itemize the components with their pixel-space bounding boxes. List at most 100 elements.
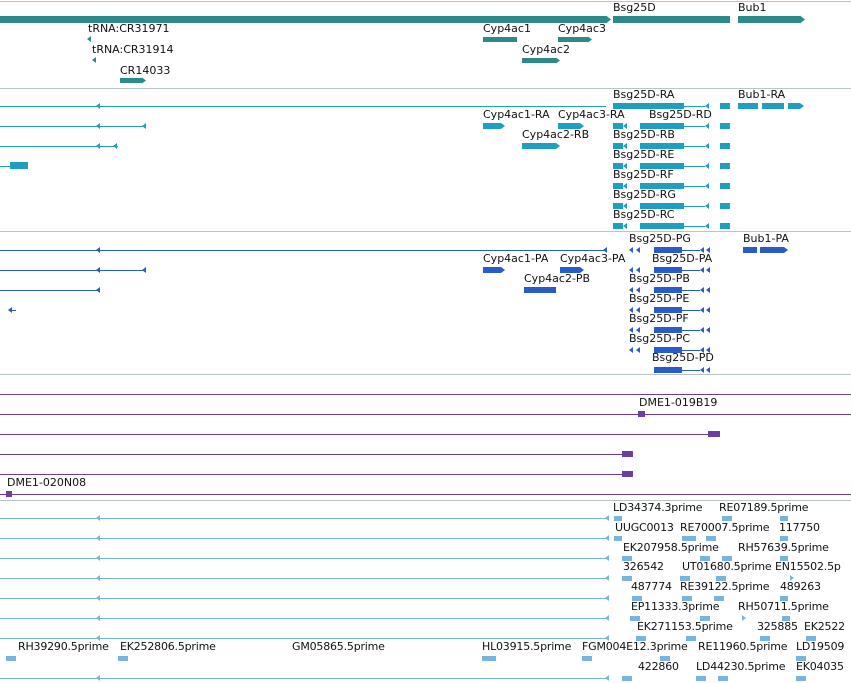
gene-arrow-trna-cr31971[interactable] — [87, 36, 91, 42]
est-row-3-mark-1[interactable] — [605, 555, 609, 561]
est-row-9-mark-4[interactable] — [718, 676, 728, 681]
transcript-bsg25d-re-arrow1[interactable] — [623, 163, 627, 169]
est-mark-hl03915[interactable] — [482, 656, 496, 661]
transcript-bsg25d-rb-exon3[interactable] — [720, 143, 730, 149]
gene-arrow-trna-cr31914[interactable] — [92, 57, 96, 63]
gene-bar-cyp4ac3[interactable] — [558, 37, 588, 42]
est-row-3-mark-5[interactable] — [780, 556, 788, 561]
protein-arrow-bsg25d-pd-1[interactable] — [700, 367, 704, 373]
protein-arrow-bub1-pa[interactable] — [784, 247, 788, 253]
protein-arrow-3[interactable] — [96, 287, 100, 293]
est-row-2-mark-3[interactable] — [682, 536, 696, 541]
est-row-1-mark-3[interactable] — [722, 516, 732, 521]
est-row-2-mark-5[interactable] — [780, 536, 788, 541]
protein-exon-cyp4ac3-pa[interactable] — [560, 267, 580, 273]
est-mark-ek252806[interactable] — [118, 656, 128, 661]
protein-bsg25d-pb-arrow4[interactable] — [706, 287, 710, 293]
transcript-bsg25d-rc-exon2[interactable] — [640, 223, 684, 229]
transcript-arrow-cyp4ac3-ra[interactable] — [580, 123, 584, 129]
est-row-1-mark-1[interactable] — [605, 515, 609, 521]
transcript-arrow-3b[interactable] — [113, 143, 117, 149]
protein-exon-bub1-pa-1[interactable] — [743, 247, 757, 253]
transcript-arrow-3a[interactable] — [96, 143, 100, 149]
est-row-6-mark-5[interactable] — [782, 616, 790, 621]
protein-bsg25d-pe-exon[interactable] — [654, 307, 682, 313]
gene-bar-cyp4ac2[interactable] — [522, 58, 556, 63]
protein-arrow-2b[interactable] — [142, 267, 146, 273]
est-row-9-mark-5[interactable] — [796, 676, 806, 681]
est-row-3-mark-2[interactable] — [622, 556, 632, 561]
transcript-arrow-2b[interactable] — [142, 123, 146, 129]
protein-bsg25d-pc-exon[interactable] — [654, 347, 682, 353]
gene-arrow-cr14033[interactable] — [142, 77, 146, 84]
est-row-5-mark-0[interactable] — [96, 595, 100, 601]
est-row-9-mark-2[interactable] — [622, 676, 632, 681]
gene-bar-cyp4ac1[interactable] — [483, 37, 517, 42]
protein-bsg25d-pf-exon[interactable] — [654, 327, 682, 333]
transcript-bsg25d-rf-arrow2[interactable] — [705, 183, 709, 189]
protein-exon-cyp4ac1-pa[interactable] — [483, 267, 501, 273]
est-row-9-mark-1[interactable] — [605, 675, 609, 681]
transcript-bsg25d-re-arrow2[interactable] — [705, 163, 709, 169]
transcript-arrow-bsg25d-ra[interactable] — [96, 103, 100, 109]
est-row-3-mark-0[interactable] — [96, 555, 100, 561]
est-row-4-mark-1[interactable] — [605, 575, 609, 581]
est-row-1-mark-0[interactable] — [96, 515, 100, 521]
transcript-bsg25d-rc-exon1[interactable] — [613, 223, 623, 229]
protein-bsg25d-pa-exon[interactable] — [654, 267, 682, 273]
transcript-bsg25d-rd-arrow2[interactable] — [705, 123, 709, 129]
transcript-exon-4[interactable] — [10, 162, 28, 169]
transcript-exon-cyp4ac2-rb[interactable] — [522, 143, 542, 149]
est-row-6-mark-0[interactable] — [96, 615, 100, 621]
protein-bsg25d-pc-arrow2[interactable] — [636, 347, 640, 353]
est-row-9-mark-0[interactable] — [96, 675, 100, 681]
est-mark-fgm004e12[interactable] — [582, 656, 592, 661]
est-row-7-mark-4[interactable] — [760, 636, 770, 641]
protein-exon-cyp4ac2-pb[interactable] — [524, 287, 556, 293]
est-row-5-mark-4[interactable] — [714, 596, 724, 601]
est-mark-ld19509[interactable] — [796, 656, 806, 661]
transcript-bsg25d-re-exon3[interactable] — [720, 163, 730, 169]
transcript-bsg25d-rc-arrow1[interactable] — [623, 223, 627, 229]
transcript-bsg25d-rg-arrow1[interactable] — [623, 203, 627, 209]
clone-cap-dme1-020n08[interactable] — [6, 491, 12, 497]
transcript-exon-bub1-ra-3[interactable] — [788, 103, 800, 109]
transcript-bsg25d-rf-exon3[interactable] — [720, 183, 730, 189]
transcript-bsg25d-rd-arrow1[interactable] — [623, 123, 627, 129]
protein-arrow-pg-1[interactable] — [96, 247, 100, 253]
transcript-bsg25d-rd-exon1[interactable] — [613, 123, 623, 129]
transcript-bsg25d-rf-exon2[interactable] — [640, 183, 684, 189]
transcript-bsg25d-rd-exon3[interactable] — [720, 123, 730, 129]
transcript-bsg25d-rb-arrow1[interactable] — [623, 143, 627, 149]
gene-bar-cr14033[interactable] — [120, 78, 142, 83]
protein-bsg25d-pg-exon[interactable] — [654, 247, 682, 253]
clone-cap-3[interactable] — [708, 431, 720, 437]
gene-bar-bub1[interactable] — [738, 16, 800, 23]
protein-bsg25d-pg-arrow1[interactable] — [629, 247, 633, 253]
clone-cap-4[interactable] — [622, 451, 633, 457]
transcript-exon-cyp4ac2-rb-2[interactable] — [542, 143, 556, 149]
protein-bsg25d-pf-arrow4[interactable] — [706, 327, 710, 333]
est-row-4-mark-0[interactable] — [96, 575, 100, 581]
protein-bsg25d-pa-arrow2[interactable] — [636, 267, 640, 273]
est-mark-re11960[interactable] — [660, 656, 670, 661]
est-row-2-mark-4[interactable] — [706, 536, 716, 541]
protein-arrow-2a[interactable] — [96, 267, 100, 273]
transcript-arrow-cyp4ac2-rb[interactable] — [556, 143, 560, 149]
transcript-bsg25d-rg-arrow2[interactable] — [705, 203, 709, 209]
protein-bsg25d-pb-arrow1[interactable] — [629, 287, 633, 293]
protein-bsg25d-pc-arrow1[interactable] — [629, 347, 633, 353]
protein-bsg25d-pf-arrow3[interactable] — [700, 327, 704, 333]
est-row-2-mark-2[interactable] — [614, 536, 622, 541]
est-row-5-mark-3[interactable] — [682, 596, 692, 601]
est-row-2-mark-1[interactable] — [605, 535, 609, 541]
clone-cap-dme1-019b19[interactable] — [638, 411, 645, 417]
transcript-bsg25d-rg-exon1[interactable] — [613, 203, 623, 209]
transcript-bsg25d-rb-arrow2[interactable] — [705, 143, 709, 149]
transcript-bsg25d-rg-exon3[interactable] — [720, 203, 730, 209]
transcript-bsg25d-rf-arrow1[interactable] — [623, 183, 627, 189]
protein-exon-bsg25d-pd[interactable] — [654, 367, 682, 373]
gene-bar-bsg25d-3prime[interactable] — [613, 16, 730, 23]
protein-bsg25d-pg-arrow3[interactable] — [700, 247, 704, 253]
est-row-7-mark-1[interactable] — [605, 635, 609, 641]
